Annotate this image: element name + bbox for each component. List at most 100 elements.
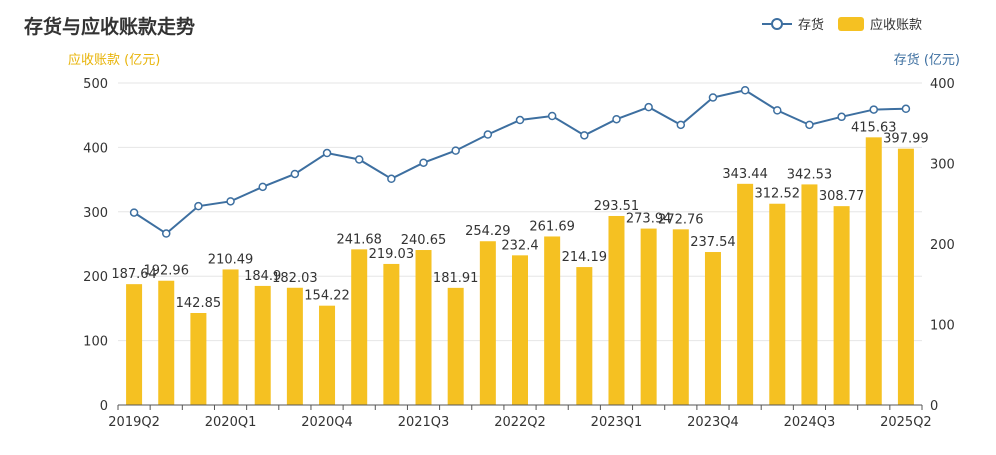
inventory-point bbox=[290, 169, 300, 179]
bar-data-label: 142.85 bbox=[176, 296, 222, 311]
right-axis-title: 存货 (亿元) bbox=[893, 53, 960, 68]
inventory-point bbox=[515, 115, 525, 125]
bar-data-label: 261.69 bbox=[529, 219, 575, 234]
inventory-point bbox=[580, 131, 589, 140]
left-axis-title: 应收账款 (亿元) bbox=[68, 53, 161, 68]
inventory-point bbox=[837, 112, 846, 122]
bar bbox=[190, 313, 207, 405]
inventory-point bbox=[161, 229, 171, 238]
legend-line-marker-icon bbox=[761, 17, 792, 30]
right-axis-tick-label: 100 bbox=[930, 319, 955, 334]
bar-data-label: 241.68 bbox=[336, 232, 382, 247]
legend: 存货 应收账款 bbox=[748, 14, 922, 33]
x-axis-tick-label: 2021Q3 bbox=[398, 415, 450, 430]
bar-data-label: 192.96 bbox=[143, 264, 189, 279]
legend-item-inventory[interactable]: 存货 bbox=[761, 14, 824, 33]
inventory-point bbox=[258, 182, 267, 192]
bar bbox=[286, 287, 303, 405]
left-axis-tick-label: 0 bbox=[100, 399, 108, 414]
inventory-point bbox=[773, 106, 782, 115]
bar-data-label: 182.03 bbox=[272, 271, 318, 286]
legend-label-inventory: 存货 bbox=[797, 18, 824, 33]
bar bbox=[640, 228, 657, 405]
left-axis-tick-label: 400 bbox=[83, 141, 108, 156]
bar-data-label: 181.91 bbox=[433, 271, 479, 286]
bar bbox=[801, 184, 818, 405]
inventory-point bbox=[387, 174, 396, 184]
bar bbox=[865, 137, 882, 405]
x-axis-tick-label: 2019Q2 bbox=[108, 415, 160, 430]
legend-label-receivables: 应收账款 bbox=[869, 18, 922, 33]
right-axis-tick-label: 0 bbox=[930, 399, 938, 414]
bar-data-label: 343.44 bbox=[722, 167, 768, 182]
bar bbox=[126, 284, 143, 405]
inventory-point bbox=[740, 85, 750, 95]
inventory-point bbox=[708, 93, 718, 102]
inventory-point bbox=[419, 158, 428, 167]
inventory-point bbox=[901, 104, 911, 114]
bar bbox=[833, 206, 850, 405]
bar bbox=[254, 285, 271, 405]
left-axis-tick-label: 500 bbox=[83, 77, 108, 92]
bar bbox=[158, 280, 175, 405]
bar bbox=[576, 267, 593, 405]
bar bbox=[447, 287, 464, 405]
bar-data-label: 219.03 bbox=[369, 247, 415, 262]
bar bbox=[737, 183, 754, 405]
bar-data-label: 272.76 bbox=[658, 212, 704, 227]
bar bbox=[383, 263, 400, 405]
bar-data-label: 312.52 bbox=[755, 187, 801, 202]
inventory-point bbox=[869, 105, 879, 114]
bar bbox=[672, 229, 689, 405]
bar-data-label: 187.64 bbox=[111, 267, 157, 282]
bar-data-label: 184.9 bbox=[244, 269, 281, 284]
bar-data-label: 232.4 bbox=[501, 238, 538, 253]
x-axis-tick-label: 2024Q3 bbox=[784, 415, 836, 430]
inventory-point bbox=[805, 120, 814, 130]
x-axis-tick-label: 2020Q4 bbox=[301, 415, 353, 430]
bar-data-label: 240.65 bbox=[401, 233, 447, 248]
bar bbox=[704, 252, 721, 405]
bar-data-label: 210.49 bbox=[208, 252, 254, 267]
bar-data-label: 293.51 bbox=[594, 199, 640, 214]
bar-data-label: 415.63 bbox=[851, 120, 897, 135]
bar bbox=[544, 236, 561, 405]
bar-data-label: 308.77 bbox=[819, 189, 865, 204]
inventory-point bbox=[644, 102, 653, 112]
x-axis-tick-label: 2020Q1 bbox=[205, 415, 257, 430]
inventory-point bbox=[612, 114, 621, 124]
left-axis-tick-label: 300 bbox=[83, 206, 108, 221]
legend-item-receivables[interactable]: 应收账款 bbox=[837, 14, 922, 33]
bar bbox=[415, 250, 432, 405]
bar bbox=[897, 148, 914, 405]
inventory-point bbox=[547, 111, 557, 121]
bar-data-label: 273.94 bbox=[626, 212, 672, 227]
left-axis-tick-label: 100 bbox=[83, 335, 108, 350]
right-axis-tick-label: 400 bbox=[930, 77, 955, 92]
inventory-point bbox=[354, 155, 364, 164]
inventory-point bbox=[129, 208, 139, 217]
legend-bar-swatch-icon bbox=[837, 16, 864, 31]
bar bbox=[351, 249, 368, 405]
bar-data-label: 214.19 bbox=[562, 250, 608, 265]
bar-data-label: 237.54 bbox=[690, 235, 736, 250]
bar-data-label: 342.53 bbox=[787, 167, 833, 182]
bar bbox=[222, 269, 239, 405]
chart-title: 存货与应收账款走势 bbox=[24, 16, 196, 38]
left-axis-tick-label: 200 bbox=[83, 270, 108, 285]
inventory-point bbox=[676, 120, 686, 130]
bar-data-label: 254.29 bbox=[465, 224, 511, 239]
bar bbox=[608, 215, 625, 405]
bar bbox=[319, 305, 336, 405]
inventory-point bbox=[194, 201, 203, 211]
x-axis-tick-label: 2022Q2 bbox=[494, 415, 546, 430]
right-axis-tick-label: 200 bbox=[930, 238, 955, 253]
bar bbox=[769, 203, 786, 405]
x-axis-tick-label: 2023Q1 bbox=[591, 415, 643, 430]
inventory-point bbox=[226, 197, 235, 206]
inventory-point bbox=[483, 130, 493, 139]
bar-data-label: 397.99 bbox=[883, 132, 929, 147]
x-axis-tick-label: 2025Q2 bbox=[880, 415, 932, 430]
right-axis-tick-label: 300 bbox=[930, 158, 955, 173]
inventory-point bbox=[322, 148, 332, 158]
